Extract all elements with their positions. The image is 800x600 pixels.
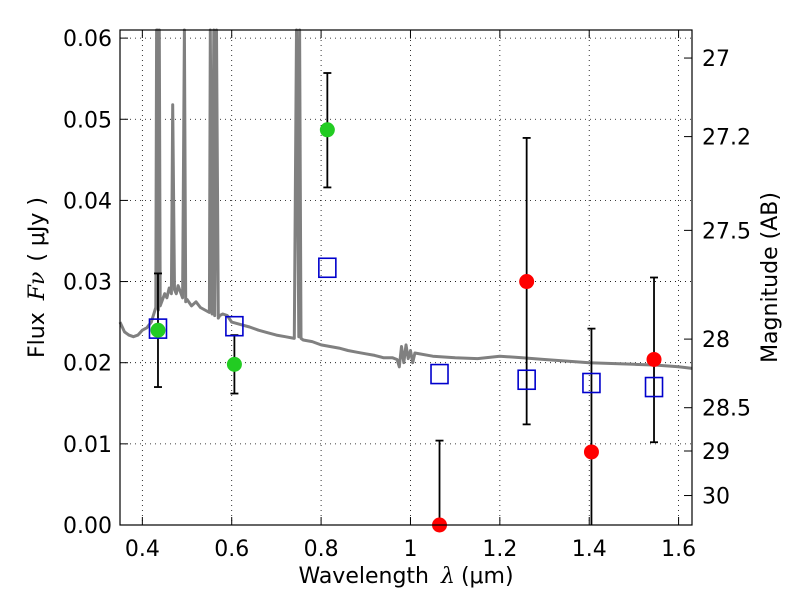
y2-tick-label: 28 <box>702 328 730 353</box>
model-photometry-marker <box>225 315 244 337</box>
data-markers-group <box>148 122 664 533</box>
axis-ticks <box>120 30 692 526</box>
y2-tick-label: 29 <box>702 440 730 465</box>
model-photometry-marker <box>430 363 449 385</box>
y-tick-label: 0.05 <box>63 108 112 133</box>
observed-nir-marker <box>646 351 662 367</box>
y2-tick-label: 28.5 <box>702 397 751 422</box>
model-sed-curve-group <box>118 28 693 370</box>
observed-optical-marker <box>226 356 242 372</box>
y2-tick-label: 30 <box>702 485 730 510</box>
x-tick-label: 1.4 <box>572 537 607 562</box>
y-tick-label: 0.02 <box>63 352 112 377</box>
observed-nir-marker <box>583 444 599 460</box>
model-photometry-marker <box>644 376 664 398</box>
error-bars-group <box>153 72 659 525</box>
model-photometry-marker <box>318 257 337 279</box>
y2-tick-label: 27.5 <box>702 219 751 244</box>
y2-axis-label: Magnitude (AB) <box>758 192 783 363</box>
y-tick-label: 0.00 <box>63 514 112 539</box>
y-tick-label: 0.06 <box>63 27 112 52</box>
model-photometry-marker <box>517 369 536 391</box>
x-tick-label: 0.4 <box>125 537 160 562</box>
y-tick-label: 0.03 <box>63 271 112 296</box>
y-tick-label: 0.01 <box>63 433 112 458</box>
x-tick-label: 1.6 <box>661 537 696 562</box>
y2-tick-label: 27 <box>702 47 730 72</box>
x-tick-label: 0.8 <box>304 537 339 562</box>
x-axis-label: Wavelength λ (μm) <box>298 564 513 589</box>
observed-optical-marker <box>150 322 166 338</box>
plot-frame <box>119 29 693 526</box>
model-photometry-marker <box>582 372 601 394</box>
y-axis-label: FluxFν( μJy ) <box>25 197 50 358</box>
y2-tick-label: 27.2 <box>702 126 751 151</box>
observed-nir-marker <box>519 274 535 290</box>
x-tick-label: 1.2 <box>482 537 517 562</box>
y-tick-label: 0.04 <box>63 189 112 214</box>
x-tick-label: 0.6 <box>214 537 249 562</box>
x-tick-label: 1 <box>403 537 417 562</box>
tick-labels: 0.4 0.6 0.8 1 1.2 1.4 1.6 0.00 0.01 0.02 0.03 0.04 0… <box>63 27 751 562</box>
model-photometry-marker <box>148 318 168 339</box>
grid-lines <box>120 30 692 526</box>
model-sed-line <box>118 28 693 370</box>
observed-optical-marker <box>319 122 335 138</box>
